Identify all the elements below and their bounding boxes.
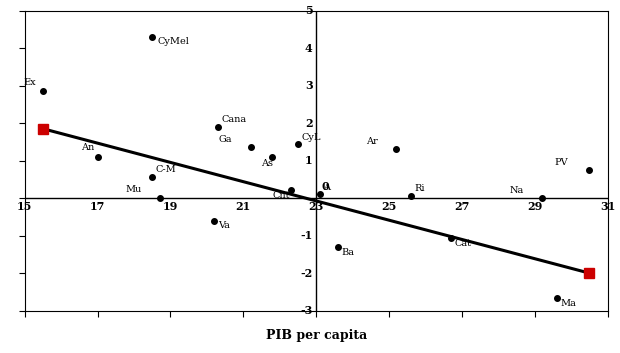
- Text: CyMel: CyMel: [157, 37, 190, 46]
- Text: 27: 27: [454, 201, 469, 212]
- Text: A: A: [324, 183, 330, 192]
- X-axis label: PIB per capita: PIB per capita: [265, 329, 367, 342]
- Text: 21: 21: [236, 201, 251, 212]
- Text: Ar: Ar: [366, 137, 378, 146]
- Text: 5: 5: [305, 5, 312, 16]
- Text: As: As: [262, 159, 273, 168]
- Text: C-M: C-M: [156, 165, 177, 174]
- Text: 1: 1: [305, 155, 312, 166]
- Text: Ri: Ri: [415, 184, 425, 193]
- Text: Ex: Ex: [23, 78, 36, 88]
- Text: Ma: Ma: [560, 299, 576, 308]
- Text: 29: 29: [527, 201, 542, 212]
- Text: CyL: CyL: [301, 133, 321, 142]
- Text: Cat: Cat: [454, 239, 472, 248]
- Text: 17: 17: [90, 201, 105, 212]
- Text: Na: Na: [510, 186, 524, 195]
- Text: Va: Va: [218, 221, 230, 230]
- Text: 3: 3: [305, 80, 312, 91]
- Text: Ga: Ga: [219, 136, 232, 144]
- Text: 31: 31: [600, 201, 615, 212]
- Text: 0: 0: [322, 181, 329, 192]
- Text: Cana: Cana: [221, 115, 247, 124]
- Text: 19: 19: [163, 201, 178, 212]
- Text: PV: PV: [554, 158, 567, 167]
- Text: -1: -1: [300, 230, 312, 241]
- Text: Mu: Mu: [125, 185, 141, 195]
- Text: -2: -2: [300, 268, 312, 279]
- Text: Ba: Ba: [342, 249, 355, 257]
- Text: 4: 4: [305, 43, 312, 54]
- Text: 2: 2: [305, 118, 312, 128]
- Text: -3: -3: [300, 305, 312, 316]
- Text: Cnt: Cnt: [273, 191, 290, 201]
- Text: 15: 15: [17, 201, 32, 212]
- Text: 23: 23: [309, 201, 324, 212]
- Text: 25: 25: [381, 201, 397, 212]
- Text: An: An: [81, 143, 94, 152]
